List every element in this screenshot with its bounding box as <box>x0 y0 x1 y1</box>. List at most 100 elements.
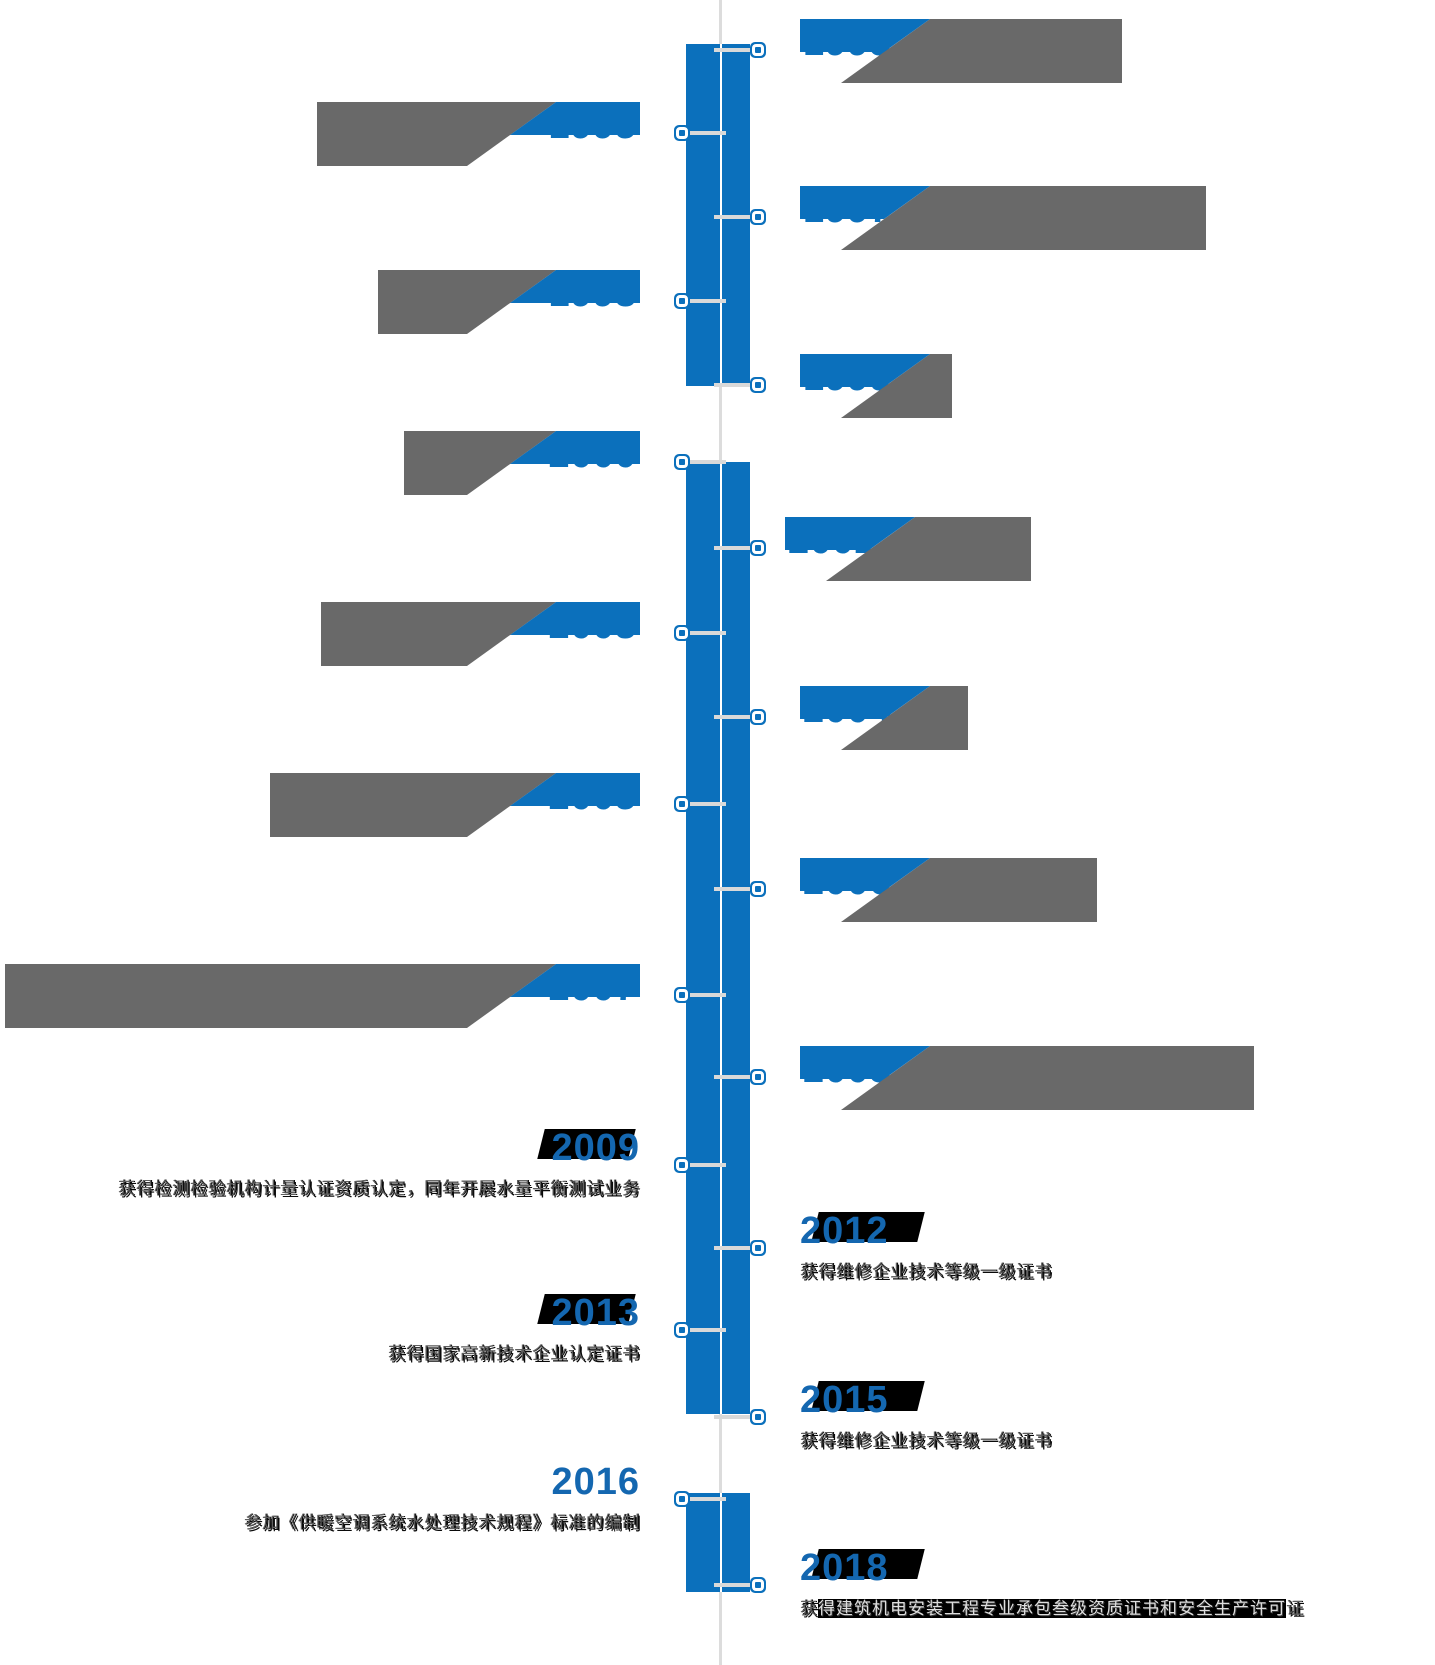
timeline-node-icon <box>750 540 766 556</box>
covered-year-line: 2007 <box>5 964 640 1010</box>
era-year-label: 2012 <box>800 1210 889 1252</box>
era-year-label: 2009 <box>551 1127 640 1169</box>
timeline-node-icon <box>674 625 690 641</box>
timeline-node-icon <box>750 1577 766 1593</box>
timeline-entry-2004: 2004 <box>800 686 968 750</box>
cover-desc-block <box>841 232 1206 250</box>
era-description: 获得建筑机电安装工程专业承包叁级资质证书和安全生产许可证 <box>800 1599 1304 1618</box>
cover-desc-block <box>321 648 640 666</box>
timeline-tick <box>714 1246 752 1250</box>
timeline-entry-2016: 2016 参加《供暖空调系统水处理技术规程》标准的编制 <box>244 1462 640 1534</box>
timeline-node-icon <box>750 881 766 897</box>
covered-year-line: 2000 <box>404 431 640 477</box>
timeline-entry-2008: 2008 <box>800 1046 1254 1110</box>
timeline-entry-2013: 2013 获得国家高新技术企业认定证书 <box>388 1293 640 1365</box>
timeline-node-icon <box>750 1069 766 1085</box>
timeline-tick <box>714 383 752 387</box>
era-year-label: 2016 <box>551 1461 640 1503</box>
cover-desc-block <box>5 1010 640 1028</box>
timeline-node-icon <box>674 1491 690 1507</box>
timeline-node-icon <box>674 454 690 470</box>
timeline-node-icon <box>750 42 766 58</box>
timeline-tick <box>688 631 726 635</box>
covered-year-line: 2002 <box>785 517 1031 563</box>
timeline-node-icon <box>674 125 690 141</box>
covered-year-line: 2005 <box>270 773 640 819</box>
timeline-node-icon <box>750 709 766 725</box>
timeline-entry-2015: 2015 获得维修企业技术等级一级证书 <box>800 1380 1052 1452</box>
timeline-tick <box>714 715 752 719</box>
timeline-tick <box>688 993 726 997</box>
covered-year-line: 2004 <box>800 686 968 732</box>
timeline-bar-centerline <box>720 462 722 1414</box>
timeline-tick <box>714 546 752 550</box>
era-description: 获得维修企业技术等级一级证书 <box>800 1431 1052 1450</box>
timeline-tick <box>714 1583 752 1587</box>
timeline-entry-2007: 2007 <box>5 964 640 1028</box>
timeline-entry-2000: 2000 <box>404 431 640 495</box>
timeline-entry-2009: 2009 获得检测检验机构计量认证资质认定，同年开展水量平衡测试业务 <box>118 1128 640 1200</box>
era-description: 获得检测检验机构计量认证资质认定，同年开展水量平衡测试业务 <box>118 1179 640 1198</box>
era-description: 获得维修企业技术等级一级证书 <box>800 1262 1052 1281</box>
cover-desc-block <box>378 316 640 334</box>
timeline-node-icon <box>674 1322 690 1338</box>
timeline-entry-2006: 2006 <box>800 858 1097 922</box>
covered-year-line: 2006 <box>800 858 1097 904</box>
timeline-node-icon <box>674 987 690 1003</box>
era-description: 获得国家高新技术企业认定证书 <box>388 1344 640 1363</box>
timeline-entry-2012: 2012 获得维修企业技术等级一级证书 <box>800 1211 1052 1283</box>
cover-desc-block <box>841 904 1097 922</box>
cover-desc-block <box>270 819 640 837</box>
timeline-node-icon <box>674 796 690 812</box>
era-year-label: 2018 <box>800 1547 889 1589</box>
timeline-tick <box>714 1075 752 1079</box>
cover-desc-block <box>841 732 968 750</box>
timeline-tick <box>714 48 752 52</box>
timeline-tick <box>714 215 752 219</box>
timeline-node-icon <box>674 293 690 309</box>
timeline-entry-2002: 2002 <box>785 517 1031 581</box>
timeline-tick <box>688 1497 726 1501</box>
timeline-entry-1995: 1995 <box>317 102 640 166</box>
timeline-tick <box>688 299 726 303</box>
timeline-node-icon <box>750 1409 766 1425</box>
selected-text: 得建筑机电安装工程专业承包叁级资质证书和安全生产许可 <box>818 1599 1286 1618</box>
covered-year-line: 1998 <box>378 270 640 316</box>
covered-year-line: 1995 <box>317 102 640 148</box>
cover-gray-block <box>866 1046 1254 1092</box>
timeline-tick <box>688 802 726 806</box>
timeline-entry-2018: 2018 获得建筑机电安装工程专业承包叁级资质证书和安全生产许可证 <box>800 1548 1304 1620</box>
timeline-node-icon <box>750 209 766 225</box>
era-year-label: 2015 <box>800 1379 889 1421</box>
timeline-node-icon <box>750 1240 766 1256</box>
cover-desc-block <box>404 477 640 495</box>
timeline-entry-1997: 1997 <box>800 186 1206 250</box>
covered-year-line: 1997 <box>800 186 1206 232</box>
timeline-entry-1993: 1993 <box>800 19 1122 83</box>
era-year-label: 2013 <box>551 1292 640 1334</box>
cover-desc-block <box>841 1092 1254 1110</box>
timeline-entry-1998: 1998 <box>378 270 640 334</box>
timeline-entry-1999: 1999 <box>800 354 952 418</box>
covered-year-line: 2003 <box>321 602 640 648</box>
timeline-bar-centerline <box>720 1493 722 1592</box>
timeline-bar <box>686 462 750 1414</box>
cover-desc-block <box>841 65 1122 83</box>
timeline-tick <box>688 1163 726 1167</box>
timeline-tick <box>688 1328 726 1332</box>
covered-year-line: 1993 <box>800 19 1122 65</box>
cover-gray-block <box>866 186 1206 232</box>
cover-desc-block <box>317 148 640 166</box>
timeline-bar <box>686 1493 750 1592</box>
covered-year-line: 2008 <box>800 1046 1254 1092</box>
timeline-tick <box>714 1415 752 1419</box>
covered-year-line: 1999 <box>800 354 952 400</box>
timeline-tick <box>714 887 752 891</box>
timeline-node-icon <box>750 377 766 393</box>
timeline-entry-2005: 2005 <box>270 773 640 837</box>
timeline-tick <box>688 460 726 464</box>
era-description: 参加《供暖空调系统水处理技术规程》标准的编制 <box>244 1513 640 1532</box>
cover-desc-block <box>826 563 1031 581</box>
timeline-entry-2003: 2003 <box>321 602 640 666</box>
